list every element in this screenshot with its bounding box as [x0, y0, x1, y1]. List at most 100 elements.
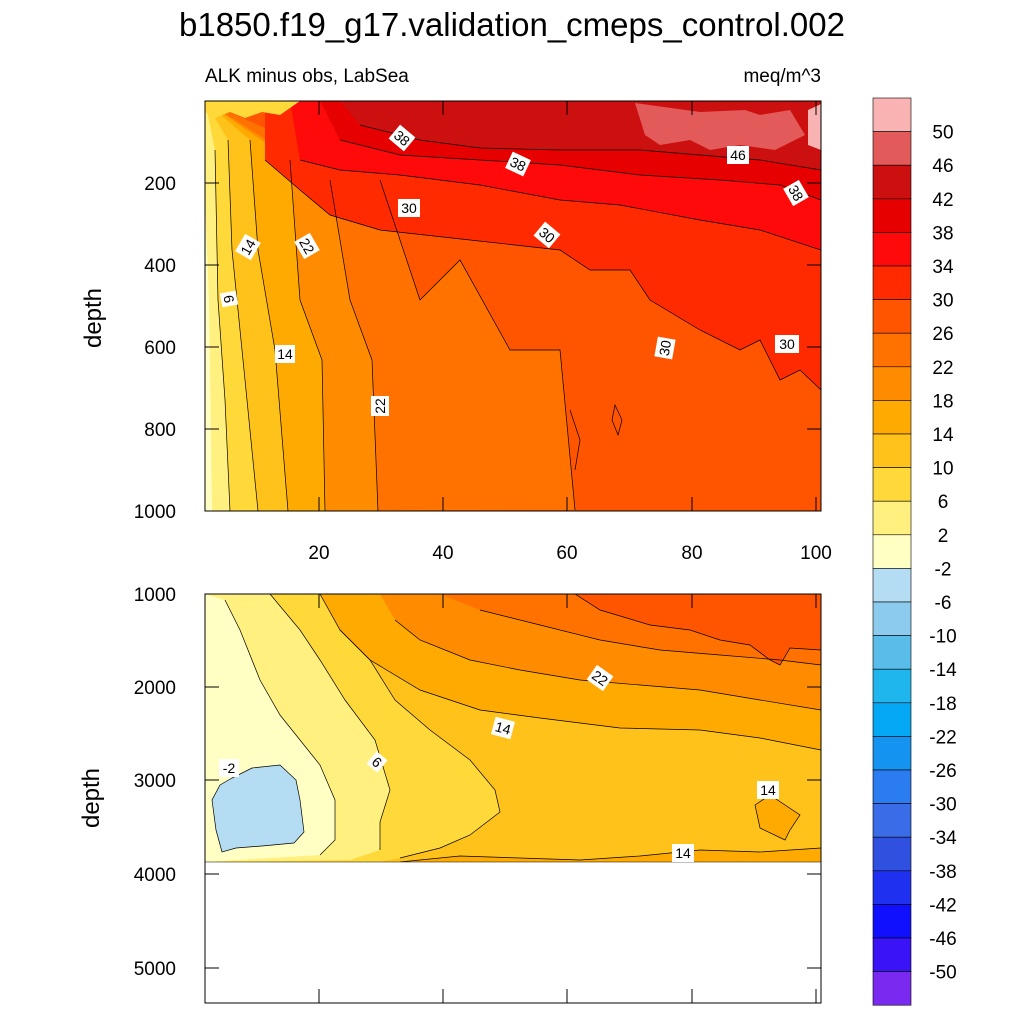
upper-y-tick-label: 1000	[134, 502, 176, 523]
upper-x-tick-label: 40	[432, 543, 453, 564]
colorbar-swatch	[872, 198, 912, 233]
contour-label: -2	[223, 760, 236, 776]
contour-label: 46	[730, 147, 746, 163]
colorbar-label: -34	[929, 828, 957, 849]
lower-fill-14c	[400, 848, 821, 862]
contour-label: 14	[760, 782, 776, 798]
colorbar-label: -10	[929, 627, 956, 648]
lower-contour-labels: 22 14 6 -2 14 14	[219, 664, 779, 862]
contour-label: 14	[237, 236, 259, 258]
colorbar-swatch	[872, 870, 912, 905]
upper-x-tick-label: 20	[308, 543, 329, 564]
contour-label: 6	[220, 294, 237, 305]
colorbar: 50 46 42 38 34 30 26 22 18 14 10 6 2 -2 -6 -10 -14 -18 -22…	[872, 97, 957, 1006]
upper-y-tick-label: 800	[144, 420, 176, 441]
lower-x-ticks	[318, 594, 817, 1003]
upper-x-ticks	[318, 101, 817, 511]
upper-panel: 200 400 600 800 1000 20 40 60 80 100 dep…	[80, 100, 832, 564]
colorbar-label: 2	[938, 526, 949, 547]
upper-y-tick-label: 400	[144, 256, 176, 277]
colorbar-swatch	[872, 366, 912, 401]
colorbar-swatch	[872, 265, 912, 300]
lower-y-tick-label: 5000	[134, 959, 176, 980]
colorbar-label: 22	[932, 358, 953, 379]
upper-x-tick-label: 100	[800, 543, 832, 564]
colorbar-label: -18	[929, 694, 956, 715]
upper-y-axis-label: depth	[80, 288, 107, 348]
colorbar-swatch	[872, 400, 912, 435]
lower-y-ticks	[205, 686, 821, 969]
colorbar-label: 30	[932, 291, 953, 312]
contour-label: 38	[785, 182, 807, 204]
contour-label: 38	[508, 153, 529, 174]
colorbar-label: 14	[932, 425, 954, 446]
colorbar-label: -50	[929, 963, 956, 984]
colorbar-label: -14	[929, 660, 957, 681]
lower-fill-14b	[755, 795, 800, 840]
colorbar-swatch	[872, 702, 912, 737]
colorbar-swatch	[872, 803, 912, 838]
colorbar-swatch	[872, 601, 912, 636]
upper-x-tick-label: 60	[556, 543, 577, 564]
colorbar-swatch	[872, 668, 912, 704]
upper-contour-lines	[214, 124, 821, 511]
colorbar-label: 18	[932, 391, 953, 412]
colorbar-label: -26	[929, 761, 956, 782]
lower-y-tick-label: 2000	[134, 678, 176, 699]
colorbar-label: -6	[935, 593, 952, 614]
contour-label: 22	[372, 398, 388, 414]
upper-fill-min2	[205, 200, 212, 511]
colorbar-swatch	[872, 769, 912, 804]
colorbar-swatch	[872, 299, 912, 334]
upper-contour-labels: 38 38 46 38 30 30 14 22 6 14 30 30 22	[219, 124, 809, 416]
lower-plot-frame	[204, 593, 822, 1004]
upper-fill-50	[808, 104, 821, 150]
colorbar-swatch	[872, 500, 912, 536]
colorbar-swatch	[872, 836, 912, 872]
lower-y-tick-label: 3000	[134, 771, 176, 792]
colorbar-swatch	[872, 332, 912, 368]
colorbar-label: 10	[932, 459, 953, 480]
upper-fill-2	[205, 101, 230, 511]
colorbar-label: -38	[929, 862, 956, 883]
contour-label: 14	[493, 718, 512, 738]
colorbar-label: 38	[932, 223, 953, 244]
contour-label: 30	[779, 336, 795, 352]
colorbar-label: 50	[932, 123, 953, 144]
upper-surface-wiggle	[205, 101, 300, 118]
contour-label: 30	[401, 200, 417, 216]
upper-contour-fills	[205, 101, 821, 511]
contour-label: 30	[656, 339, 674, 357]
colorbar-swatch	[872, 534, 912, 569]
colorbar-swatch	[872, 736, 912, 771]
chart-units-label: meq/m^3	[743, 66, 821, 87]
lower-contour-fills	[205, 594, 821, 862]
upper-y-tick-label: 600	[144, 338, 176, 359]
lower-fill-26	[575, 594, 821, 665]
contour-label: 14	[675, 845, 691, 861]
lower-contour-lines	[211, 594, 821, 862]
colorbar-swatch	[872, 97, 912, 132]
lower-y-tick-label: 1000	[134, 585, 176, 606]
colorbar-label: 6	[938, 492, 949, 513]
colorbar-label: 46	[932, 156, 953, 177]
colorbar-swatch	[872, 131, 912, 166]
colorbar-swatch	[872, 971, 912, 1006]
upper-x-tick-label: 80	[681, 543, 702, 564]
colorbar-label: -22	[929, 727, 956, 748]
lower-fill-min6	[212, 765, 304, 852]
colorbar-swatch	[872, 433, 912, 468]
upper-y-ticks	[205, 182, 821, 430]
colorbar-swatch	[872, 635, 912, 670]
upper-plot-frame	[204, 100, 822, 512]
contour-label: 22	[296, 235, 318, 257]
lower-y-tick-label: 4000	[134, 865, 176, 886]
colorbar-label: -42	[929, 895, 956, 916]
colorbar-swatch	[872, 904, 912, 939]
colorbar-swatch	[872, 232, 912, 267]
lower-panel: 1000 2000 3000 4000 5000 depth 22 14 6 -…	[78, 585, 822, 1004]
colorbar-label: 42	[932, 190, 953, 211]
colorbar-label: -30	[929, 795, 956, 816]
colorbar-swatch	[872, 568, 912, 603]
